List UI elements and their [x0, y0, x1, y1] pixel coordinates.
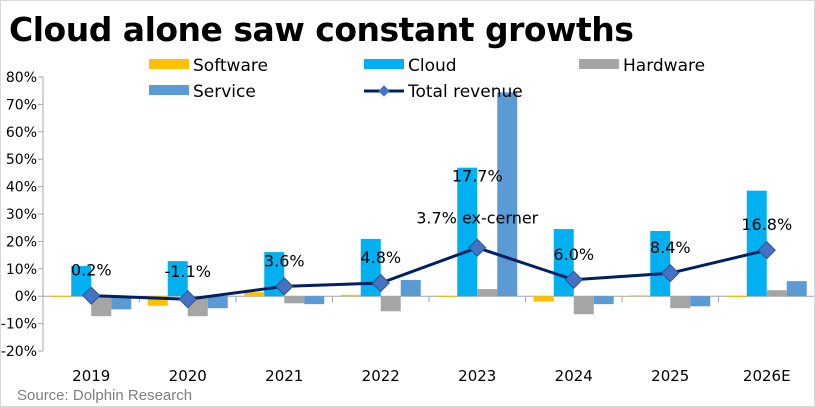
source-note: Source: Dolphin Research: [17, 387, 193, 404]
legend-swatch: [579, 59, 619, 69]
data-label: 6.0%: [553, 245, 594, 264]
legend-label: Software: [193, 56, 268, 76]
bar-hardware: [670, 296, 691, 309]
legend-swatch: [364, 59, 404, 69]
marker-total-revenue: [178, 290, 197, 309]
bar-cloud: [71, 266, 92, 297]
bar-service: [207, 296, 228, 309]
marker-total-revenue: [564, 270, 583, 289]
bar-hardware: [573, 296, 594, 315]
bar-software: [51, 296, 72, 298]
bar-cloud: [650, 230, 671, 297]
bar-software: [244, 292, 265, 297]
line-total-revenue: [91, 246, 768, 301]
data-label: 0.2%: [71, 261, 112, 280]
legend-label: Cloud: [408, 56, 457, 76]
bar-cloud: [457, 167, 478, 297]
y-tick-label: -20%: [1, 344, 37, 360]
y-tick-label: 10%: [6, 262, 37, 278]
y-tick-label: -10%: [1, 317, 37, 333]
x-tick-label: 2019: [72, 367, 110, 385]
bar-service: [786, 281, 807, 297]
legend-label: Total revenue: [407, 82, 523, 102]
x-tick-label: 2023: [458, 367, 496, 385]
marker-total-revenue: [468, 238, 487, 257]
chart-title: Cloud alone saw constant growths: [9, 10, 634, 49]
x-tick-label: 2021: [265, 367, 303, 385]
bar-software: [147, 296, 168, 306]
annotation: 3.7% ex-cerner: [416, 209, 538, 228]
bar-software: [726, 296, 747, 298]
x-tick-label: 2022: [362, 367, 400, 385]
y-tick-label: 20%: [6, 234, 37, 250]
marker-total-revenue: [82, 286, 101, 305]
data-label: 16.8%: [741, 215, 792, 234]
bar-service: [593, 296, 614, 305]
marker-total-revenue: [661, 263, 680, 283]
bar-hardware: [380, 296, 401, 312]
bar-hardware: [91, 296, 112, 317]
x-tick-label: 2020: [169, 367, 207, 385]
y-tick-label: 60%: [6, 125, 37, 141]
bar-service: [690, 296, 711, 307]
data-label: -1.1%: [165, 262, 211, 281]
legend-swatch: [149, 59, 189, 69]
bar-cloud: [167, 261, 188, 297]
bar-service: [304, 296, 325, 305]
bar-software: [630, 295, 651, 297]
bar-software: [437, 296, 458, 297]
y-tick-label: 40%: [6, 180, 37, 196]
data-label: 17.7%: [452, 167, 503, 186]
data-label: 4.8%: [360, 248, 401, 267]
bar-hardware: [766, 290, 787, 297]
y-tick-label: 80%: [6, 70, 37, 86]
y-tick-label: 70%: [6, 97, 37, 113]
legend-marker: [378, 85, 390, 97]
legend-label: Hardware: [623, 56, 705, 76]
y-tick-label: 30%: [6, 207, 37, 223]
y-tick-label: 0%: [15, 289, 37, 305]
data-label: 3.6%: [264, 251, 305, 270]
marker-total-revenue: [757, 240, 776, 260]
x-tick-label: 2026E: [743, 367, 791, 385]
bar-hardware: [477, 289, 498, 297]
bar-service: [400, 280, 421, 297]
data-label: 8.4%: [650, 238, 691, 257]
bar-service: [111, 296, 132, 310]
y-tick-label: 50%: [6, 152, 37, 168]
bar-software: [533, 296, 554, 302]
marker-total-revenue: [275, 277, 294, 296]
bar-service: [497, 92, 518, 297]
bar-hardware: [284, 296, 305, 304]
legend-swatch: [149, 85, 189, 95]
legend-label: Service: [193, 82, 256, 102]
bar-software: [340, 294, 361, 297]
x-tick-label: 2025: [651, 367, 689, 385]
x-tick-label: 2024: [555, 367, 593, 385]
bar-cloud: [746, 190, 767, 297]
marker-total-revenue: [371, 273, 390, 293]
